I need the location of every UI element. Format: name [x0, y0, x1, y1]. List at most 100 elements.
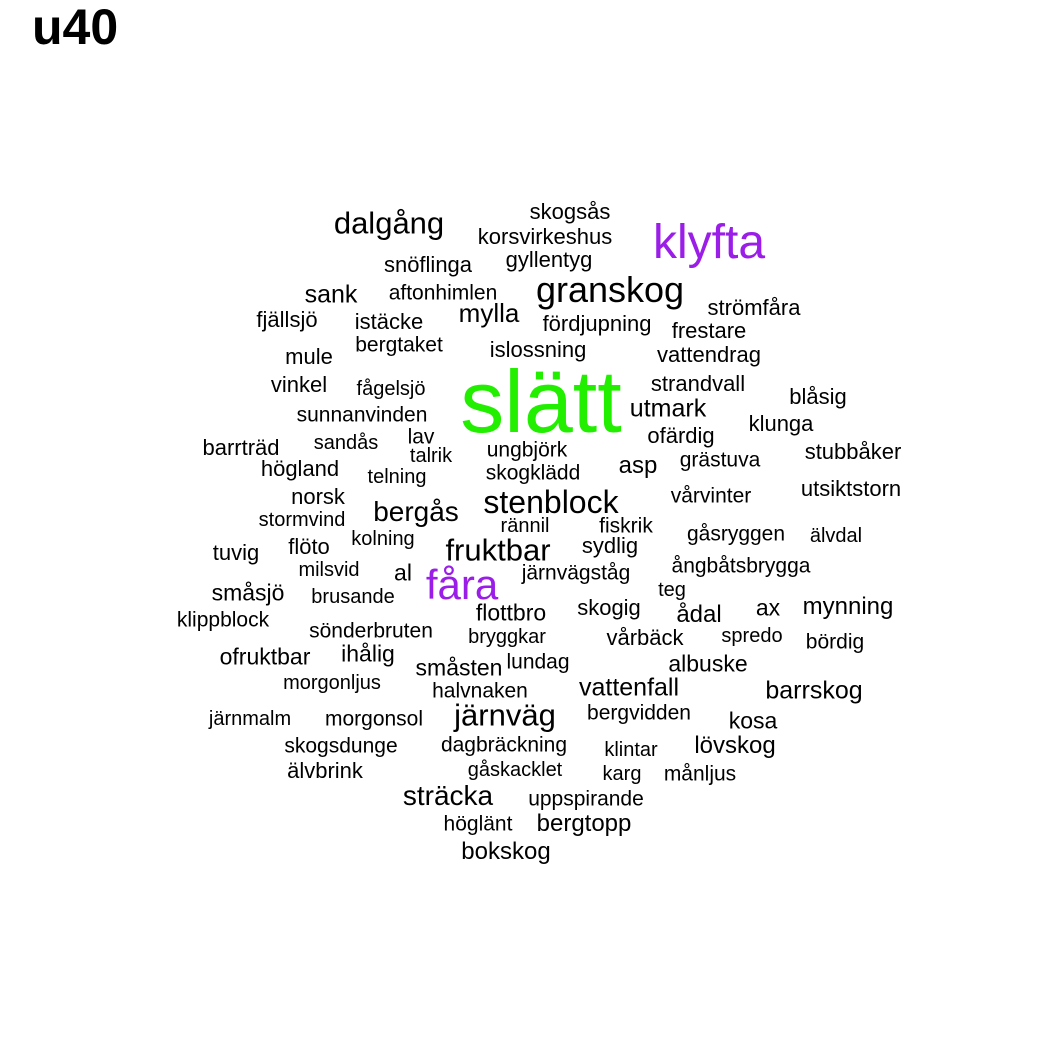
word-floto: flöto	[288, 534, 330, 559]
word-kolning: kolning	[351, 528, 415, 550]
word-fara: fåra	[425, 561, 499, 608]
word-angbatsbrygga: ångbåtsbrygga	[671, 554, 811, 578]
word-jarnvag: järnväg	[454, 697, 556, 733]
word-skogig: skogig	[577, 595, 641, 620]
word-barrskog: barrskog	[765, 676, 863, 705]
word-bergtopp: bergtopp	[536, 810, 632, 837]
word-rannil: rännil	[500, 515, 550, 537]
word-milsvid: milsvid	[298, 559, 360, 581]
word-smasten: småsten	[415, 654, 503, 681]
word-stormvind: stormvind	[258, 509, 346, 531]
word-gyllentyg: gyllentyg	[505, 247, 593, 272]
word-vattenfall: vattenfall	[578, 673, 680, 702]
word-korsvirkeshus: korsvirkeshus	[477, 224, 613, 249]
word-stenblock: stenblock	[483, 484, 619, 520]
word-granskog: granskog	[535, 269, 685, 310]
word-bordig: bördig	[805, 630, 865, 654]
word-fiskrik: fiskrik	[599, 514, 653, 538]
word-mynning: mynning	[802, 593, 894, 620]
word-snoflinga: snöflinga	[383, 252, 473, 277]
word-utsiktstorn: utsiktstorn	[800, 476, 902, 501]
word-frestare: frestare	[671, 318, 747, 343]
word-ofardig: ofärdig	[647, 423, 715, 448]
word-flottbro: flottbro	[475, 599, 547, 626]
word-sonderbruten: sönderbruten	[309, 619, 433, 643]
word-jarnmalm: järnmalm	[208, 708, 292, 730]
word-telning: telning	[367, 466, 427, 488]
word-ax: ax	[755, 594, 781, 621]
word-stracka: sträcka	[402, 780, 494, 811]
word-strandvall: strandvall	[650, 371, 746, 396]
word-blasig: blåsig	[789, 384, 847, 409]
word-brusande: brusande	[311, 586, 395, 608]
word-karg: karg	[602, 763, 642, 785]
word-sunnanvinden: sunnanvinden	[296, 403, 428, 427]
word-alvbrink: älvbrink	[287, 758, 363, 783]
word-dagbrackning: dagbräckning	[440, 733, 568, 757]
word-bokskog: bokskog	[461, 838, 551, 865]
word-tuvig: tuvig	[212, 540, 260, 565]
word-skogkladd: skogklädd	[485, 461, 581, 485]
word-klippblock: klippblock	[176, 608, 270, 632]
word-morgonsol: morgonsol	[324, 707, 424, 731]
word-albuske: albuske	[668, 650, 748, 677]
word-spredo: spredo	[721, 625, 783, 647]
word-lav: lav	[407, 425, 435, 449]
word-utmark: utmark	[629, 394, 707, 423]
word-hogland: högland	[260, 456, 340, 481]
word-slatt: slätt	[460, 352, 622, 451]
word-lundag: lundag	[506, 650, 570, 674]
word-jarnvagstag: järnvägståg	[521, 561, 631, 585]
word-manljus: månljus	[663, 762, 737, 786]
word-teg: teg	[658, 579, 686, 601]
word-mule: mule	[285, 344, 333, 369]
word-smasjo: småsjö	[211, 579, 285, 606]
word-varback: vårbäck	[606, 625, 684, 650]
word-lovskog: lövskog	[694, 732, 776, 759]
word-hoglant: höglänt	[443, 812, 513, 836]
cloud-title: u40	[32, 0, 119, 55]
word-islossning: islossning	[489, 337, 587, 362]
word-alvdal: älvdal	[809, 525, 863, 547]
word-skogsas: skogsås	[529, 199, 611, 224]
word-talrik: talrik	[409, 445, 453, 467]
word-aftonhimlen: aftonhimlen	[388, 281, 498, 305]
word-klyfta: klyfta	[652, 216, 766, 269]
word-klintar: klintar	[604, 739, 658, 761]
word-adal: ådal	[676, 601, 722, 628]
word-norsk: norsk	[291, 484, 345, 509]
word-sank: sank	[304, 280, 358, 309]
word-skogsdunge: skogsdunge	[284, 734, 398, 758]
word-grastuva: grästuva	[679, 448, 761, 472]
word-vinkel: vinkel	[270, 372, 328, 397]
word-kosa: kosa	[728, 707, 778, 734]
word-bergas: bergås	[373, 496, 459, 527]
word-stromfara: strömfåra	[707, 295, 801, 320]
word-bryggkar: bryggkar	[468, 626, 546, 648]
word-halvnaken: halvnaken	[432, 679, 528, 703]
word-istacke: istäcke	[354, 309, 424, 334]
word-fordjupning: fördjupning	[542, 311, 652, 336]
word-barrtrad: barrträd	[202, 435, 280, 460]
word-gasryggen: gåsryggen	[686, 522, 786, 546]
word-fjallsjo: fjällsjö	[256, 307, 318, 332]
word-ofruktbar: ofruktbar	[219, 643, 311, 670]
word-uppspirande: uppspirande	[528, 787, 644, 811]
word-stubbaker: stubbåker	[804, 439, 902, 464]
word-bergtaket: bergtaket	[355, 333, 443, 357]
word-ungbjork: ungbjörk	[486, 438, 568, 462]
word-morgonljus: morgonljus	[283, 672, 381, 694]
word-fagelsjo: fågelsjö	[356, 378, 426, 400]
word-gaskacklet: gåskacklet	[467, 759, 563, 781]
word-mylla: mylla	[458, 298, 520, 328]
word-ihalig: ihålig	[341, 640, 395, 667]
word-fruktbar: fruktbar	[445, 532, 551, 568]
word-bergvidden: bergvidden	[587, 701, 691, 725]
word-vattendrag: vattendrag	[657, 342, 761, 367]
word-sydlig: sydlig	[581, 533, 639, 558]
word-asp: asp	[618, 452, 658, 479]
word-al: al	[394, 559, 412, 586]
word-klunga: klunga	[748, 411, 814, 436]
word-dalgang: dalgång	[333, 205, 445, 241]
